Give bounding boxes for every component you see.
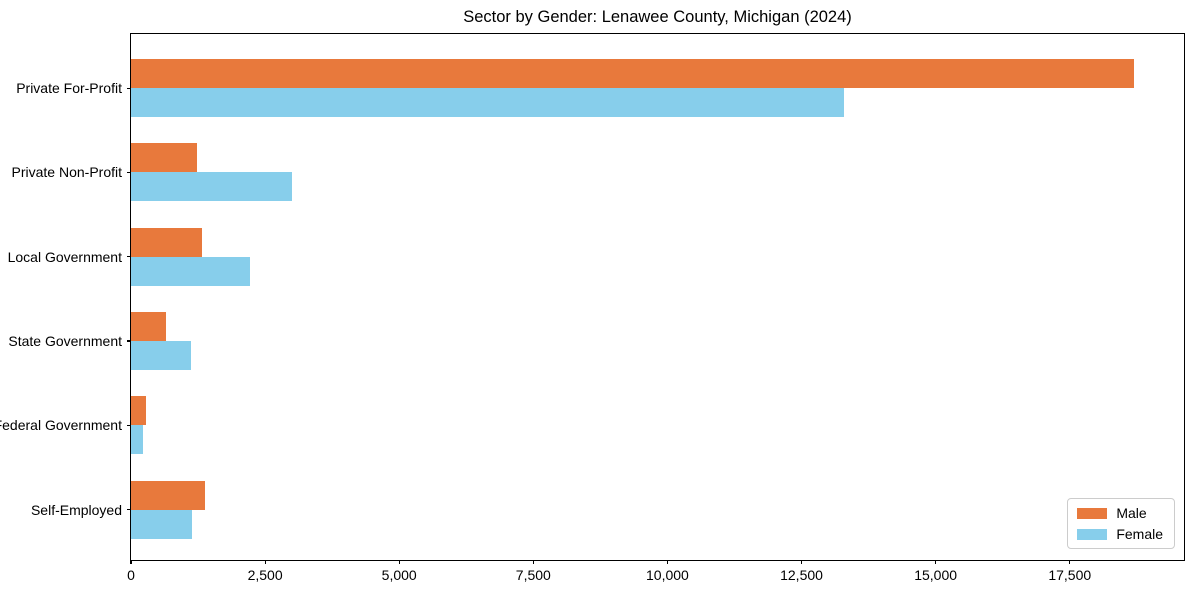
- y-tick-mark: [127, 256, 131, 258]
- bar-female-state-government: [131, 340, 191, 370]
- y-tick-mark: [127, 171, 131, 174]
- x-tick-label-2500: 2,500: [247, 567, 283, 583]
- x-tick-mark: [935, 560, 937, 564]
- legend-label-female: Female: [1116, 526, 1163, 542]
- bar-female-self-employed: [131, 509, 193, 539]
- bar-male-private-non-profit: [131, 143, 197, 173]
- x-tick-mark: [800, 560, 803, 564]
- x-tick-mark: [666, 560, 669, 564]
- chart-title: Sector by Gender: Lenawee County, Michig…: [463, 8, 852, 26]
- x-tick-mark: [532, 560, 534, 564]
- bar-female-private-for-profit: [131, 88, 845, 117]
- legend-item-female: Female: [1077, 527, 1163, 541]
- bar-male-self-employed: [131, 480, 205, 510]
- legend-swatch-male: [1077, 507, 1108, 519]
- x-tick-mark: [130, 560, 132, 564]
- y-tick-label-federal-government: Federal Government: [0, 417, 122, 434]
- bar-male-private-for-profit: [131, 59, 1135, 88]
- bar-female-private-non-profit: [131, 172, 292, 202]
- bar-male-state-government: [131, 311, 167, 341]
- legend: Male Female: [1067, 498, 1175, 549]
- x-tick-label-12500: 12,500: [780, 567, 823, 583]
- x-tick-label-5000: 5,000: [381, 567, 417, 583]
- legend-label-male: Male: [1116, 505, 1147, 521]
- legend-swatch-female: [1077, 528, 1108, 540]
- x-tick-label-17500: 17,500: [1048, 567, 1092, 583]
- y-tick-mark: [127, 509, 131, 511]
- y-tick-label-private-non-profit: Private Non-Profit: [11, 164, 122, 181]
- x-tick-mark: [264, 560, 266, 564]
- x-tick-mark: [1069, 560, 1071, 564]
- bar-male-local-government: [131, 227, 202, 257]
- bar-male-federal-government: [131, 396, 146, 426]
- x-tick-label-10000: 10,000: [646, 567, 689, 583]
- y-tick-label-local-government: Local Government: [7, 248, 122, 265]
- x-tick-label-15000: 15,000: [914, 567, 958, 583]
- bar-female-local-government: [131, 256, 250, 286]
- x-tick-mark: [398, 560, 400, 564]
- y-tick-label-private-for-profit: Private For-Profit: [16, 80, 122, 96]
- y-tick-label-self-employed: Self-Employed: [30, 501, 122, 518]
- y-tick-label-state-government: State Government: [8, 332, 122, 349]
- y-tick-mark: [127, 340, 131, 342]
- legend-item-male: Male: [1077, 506, 1163, 520]
- y-tick-mark: [127, 424, 131, 426]
- plot-area: Male Female Private For-Profit Private Non…: [0, 33, 1185, 583]
- x-tick-label-0: 0: [127, 567, 135, 583]
- x-tick-label-7500: 7,500: [515, 567, 551, 583]
- bar-female-federal-government: [131, 425, 144, 455]
- y-tick-mark: [127, 87, 131, 89]
